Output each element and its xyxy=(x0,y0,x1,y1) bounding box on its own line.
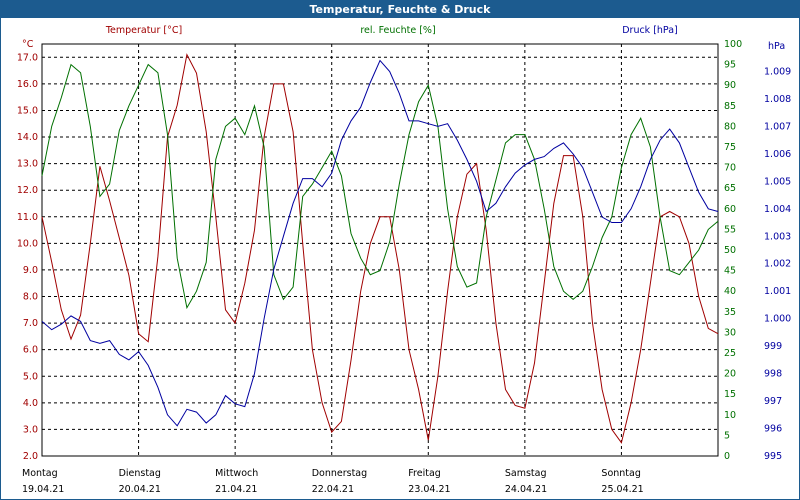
humidity-tick-label: 0 xyxy=(724,451,730,462)
pressure-tick-label: 1.001 xyxy=(764,286,791,297)
pressure-tick-label: 995 xyxy=(764,451,782,462)
humidity-tick-label: 5 xyxy=(724,430,730,441)
temperature-tick-label: 9.0 xyxy=(23,265,38,276)
x-date-label: 23.04.21 xyxy=(408,484,450,495)
x-day-label: Sonntag xyxy=(601,468,640,479)
temperature-tick-label: 2.0 xyxy=(23,451,38,462)
x-date-label: 22.04.21 xyxy=(312,484,354,495)
humidity-tick-label: 100 xyxy=(724,39,742,50)
temperature-tick-label: 5.0 xyxy=(23,371,38,382)
pressure-tick-label: 1.005 xyxy=(764,176,791,187)
temperature-tick-label: 14.0 xyxy=(17,132,38,143)
pressure-tick-label: 1.008 xyxy=(764,94,791,105)
humidity-tick-label: 45 xyxy=(724,266,736,277)
temperature-tick-label: 15.0 xyxy=(17,105,38,116)
humidity-tick-label: 35 xyxy=(724,307,736,318)
humidity-tick-label: 90 xyxy=(724,80,736,91)
humidity-tick-label: 50 xyxy=(724,245,736,256)
pressure-tick-label: 1.007 xyxy=(764,121,791,132)
pressure-tick-label: 999 xyxy=(764,341,782,352)
humidity-tick-label: 10 xyxy=(724,410,736,421)
temperature-tick-label: 17.0 xyxy=(17,52,38,63)
temperature-tick-label: 4.0 xyxy=(23,398,38,409)
x-day-label: Freitag xyxy=(408,468,441,479)
temperature-tick-label: 10.0 xyxy=(17,238,38,249)
humidity-series-line xyxy=(41,63,719,310)
humidity-tick-label: 75 xyxy=(724,142,736,153)
temperature-unit-label: °C xyxy=(22,39,34,50)
temperature-tick-label: 8.0 xyxy=(23,292,38,303)
humidity-tick-label: 85 xyxy=(724,101,736,112)
temperature-tick-label: 16.0 xyxy=(17,79,38,90)
x-date-label: 19.04.21 xyxy=(22,484,64,495)
humidity-tick-label: 55 xyxy=(724,224,736,235)
chart-title: Temperatur, Feuchte & Druck xyxy=(1,1,799,18)
x-date-label: 25.04.21 xyxy=(601,484,643,495)
x-day-label: Donnerstag xyxy=(312,468,367,479)
temperature-series-line xyxy=(41,53,719,444)
x-day-label: Samstag xyxy=(505,468,547,479)
pressure-tick-label: 998 xyxy=(764,369,782,380)
temperature-tick-label: 11.0 xyxy=(17,212,38,223)
humidity-tick-label: 20 xyxy=(724,369,736,380)
pressure-unit-label: hPa xyxy=(768,41,785,52)
humidity-axis-label: rel. Feuchte [%] xyxy=(360,25,435,36)
humidity-tick-label: 60 xyxy=(724,204,736,215)
temperature-tick-label: 3.0 xyxy=(23,424,38,435)
humidity-tick-label: 65 xyxy=(724,183,736,194)
plot-area xyxy=(41,43,719,457)
humidity-tick-label: 30 xyxy=(724,327,736,338)
x-day-label: Dienstag xyxy=(119,468,161,479)
humidity-tick-label: 70 xyxy=(724,163,736,174)
pressure-tick-label: 1.000 xyxy=(764,314,791,325)
temperature-tick-label: 12.0 xyxy=(17,185,38,196)
pressure-tick-label: 1.002 xyxy=(764,259,791,270)
pressure-tick-label: 1.006 xyxy=(764,149,791,160)
x-day-label: Montag xyxy=(22,468,58,479)
humidity-tick-label: 95 xyxy=(724,60,736,71)
humidity-tick-label: 80 xyxy=(724,121,736,132)
x-date-label: 20.04.21 xyxy=(119,484,161,495)
humidity-tick-label: 15 xyxy=(724,389,736,400)
humidity-tick-label: 40 xyxy=(724,286,736,297)
pressure-tick-label: 1.009 xyxy=(764,66,791,77)
pressure-tick-label: 997 xyxy=(764,396,782,407)
pressure-tick-label: 1.003 xyxy=(764,231,791,242)
x-day-label: Mittwoch xyxy=(215,468,258,479)
humidity-tick-label: 25 xyxy=(724,348,736,359)
x-date-label: 21.04.21 xyxy=(215,484,257,495)
temperature-tick-label: 13.0 xyxy=(17,159,38,170)
pressure-tick-label: 1.004 xyxy=(764,204,791,215)
pressure-axis-label: Druck [hPa] xyxy=(622,25,678,36)
pressure-tick-label: 996 xyxy=(764,424,782,435)
temperature-tick-label: 6.0 xyxy=(23,345,38,356)
pressure-series-line xyxy=(41,59,719,427)
temperature-tick-label: 7.0 xyxy=(23,318,38,329)
temperature-axis-label: Temperatur [°C] xyxy=(105,25,182,36)
x-date-label: 24.04.21 xyxy=(505,484,547,495)
